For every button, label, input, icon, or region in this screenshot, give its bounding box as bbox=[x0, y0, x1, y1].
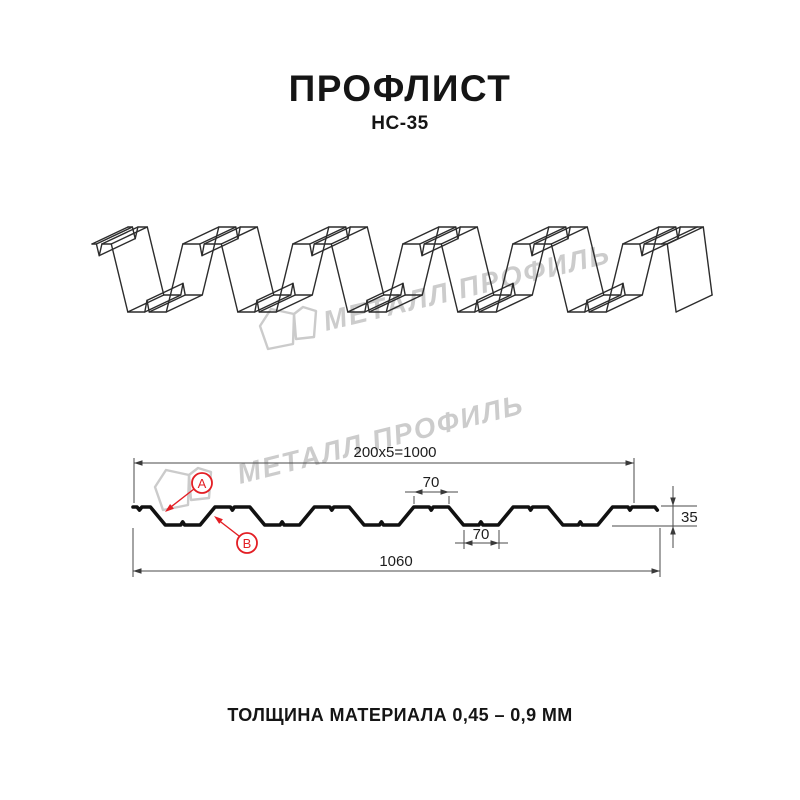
profile-3d-view bbox=[91, 226, 713, 313]
callout-a-arrowhead bbox=[165, 504, 174, 512]
brand-watermark-bottom: МЕТАЛЛ ПРОФИЛЬ bbox=[153, 388, 527, 512]
dim-bottom-flat-label: 70 bbox=[473, 526, 490, 543]
page-title: ПРОФЛИСТ bbox=[288, 68, 512, 109]
brand-watermark-text: МЕТАЛЛ ПРОФИЛЬ bbox=[234, 388, 527, 489]
callout-b: B bbox=[214, 516, 258, 554]
dim-full-width-label: 1060 bbox=[379, 553, 412, 570]
dim-top-flat-label: 70 bbox=[423, 474, 440, 491]
material-thickness-note: ТОЛЩИНА МАТЕРИАЛА 0,45 – 0,9 ММ bbox=[227, 705, 573, 725]
callout-b-arrowhead bbox=[214, 516, 223, 524]
callout-a-circle bbox=[191, 472, 213, 494]
dimension-lines bbox=[132, 458, 697, 577]
dimension-labels: 200x5=1000 70 70 1060 35 bbox=[354, 444, 698, 570]
brand-watermark-text: МЕТАЛЛ ПРОФИЛЬ bbox=[320, 238, 614, 337]
callout-a: A bbox=[165, 472, 213, 512]
callout-a-letter: A bbox=[198, 476, 207, 491]
profile-cross-section bbox=[131, 505, 660, 527]
dim-height-label: 35 bbox=[681, 509, 698, 526]
profile-model-name: НС-35 bbox=[371, 113, 429, 134]
brand-logo-icon bbox=[258, 305, 318, 351]
callout-b-letter: B bbox=[243, 536, 252, 551]
callout-b-circle bbox=[236, 532, 258, 554]
dim-coverage-width-label: 200x5=1000 bbox=[354, 444, 437, 461]
